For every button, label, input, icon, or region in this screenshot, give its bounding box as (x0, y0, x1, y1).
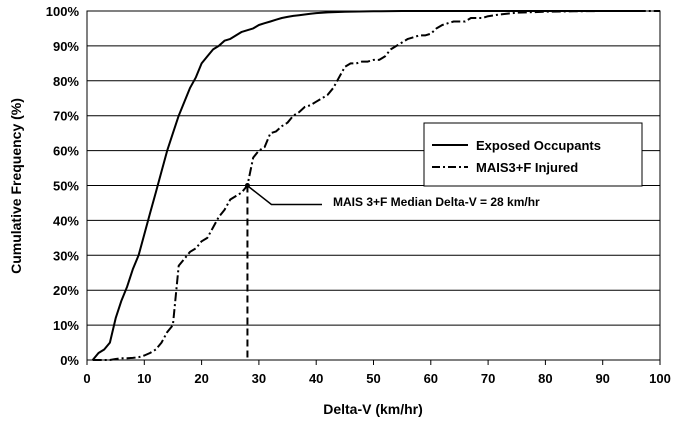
y-tick-label: 10% (53, 318, 79, 333)
x-tick-label: 40 (309, 371, 323, 386)
series-layer (91, 10, 660, 361)
y-axis-title: Cumulative Frequency (%) (8, 98, 24, 274)
y-tick-label: 30% (53, 248, 79, 263)
x-tick-label: 0 (83, 371, 90, 386)
y-tick-label: 60% (53, 144, 79, 159)
y-tick-label: 20% (53, 283, 79, 298)
y-tick-labels: 0% 10% 20% 30% 40% 50% 60% 70% 80% 90% 100% (46, 4, 80, 368)
x-tick-label: 70 (481, 371, 495, 386)
legend: Exposed Occupants MAIS3+F Injured (423, 122, 643, 187)
y-tick-label: 0% (60, 353, 79, 368)
y-tick-label: 90% (53, 39, 79, 54)
series-line-mais3f-injured (92, 10, 660, 361)
x-tick-label: 20 (194, 371, 208, 386)
x-tick-label: 50 (366, 371, 380, 386)
median-annotation-text: MAIS 3+F Median Delta-V = 28 km/hr (333, 195, 540, 209)
legend-label-mais: MAIS3+F Injured (476, 160, 578, 175)
median-point-marker (244, 183, 250, 188)
x-tick-labels: 0 10 20 30 40 50 60 70 80 90 100 (83, 371, 670, 386)
x-tick-label: 80 (538, 371, 552, 386)
y-tick-label: 80% (53, 74, 79, 89)
x-tick-label: 60 (424, 371, 438, 386)
median-pointer-line (247, 185, 322, 206)
legend-box (423, 122, 643, 187)
y-tick-label: 50% (53, 179, 79, 194)
median-annotation: MAIS 3+F Median Delta-V = 28 km/hr (244, 183, 540, 360)
series-line-exposed-occupants (91, 10, 638, 361)
y-tick-label: 40% (53, 213, 79, 228)
x-tick-label: 90 (595, 371, 609, 386)
x-tick-label: 30 (252, 371, 266, 386)
x-tick-marks (86, 360, 661, 365)
x-axis-title: Delta-V (km/hr) (323, 401, 423, 417)
y-tick-label: 70% (53, 109, 79, 124)
y-tick-label: 100% (46, 4, 80, 19)
legend-label-exposed: Exposed Occupants (476, 138, 601, 153)
x-tick-label: 100 (649, 371, 671, 386)
x-tick-label: 10 (137, 371, 151, 386)
